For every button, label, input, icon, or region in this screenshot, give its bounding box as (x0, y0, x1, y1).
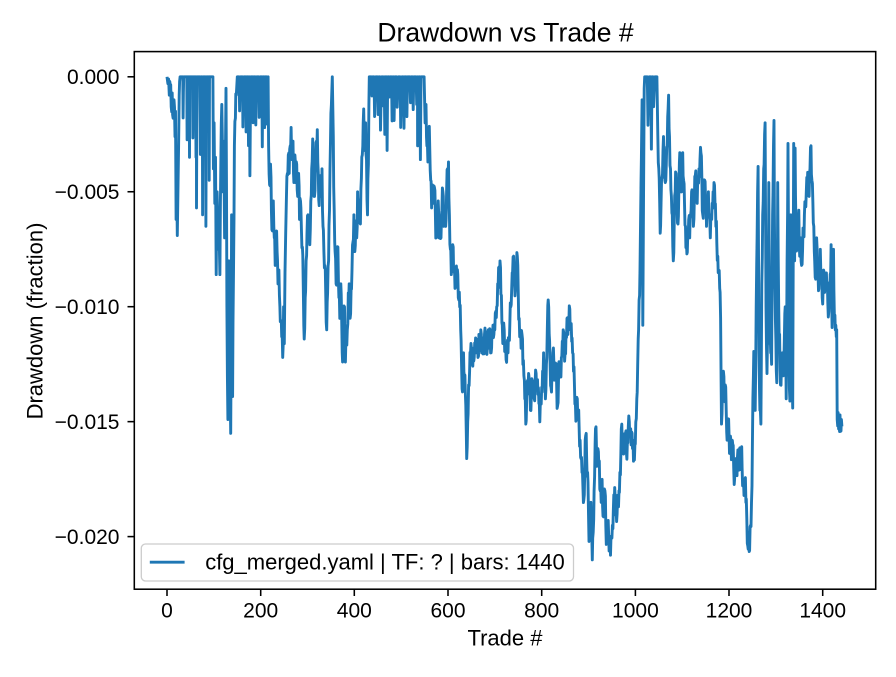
svg-text:400: 400 (337, 600, 372, 623)
svg-text:1200: 1200 (706, 600, 753, 623)
svg-text:1000: 1000 (612, 600, 659, 623)
svg-text:800: 800 (524, 600, 559, 623)
svg-text:−0.020: −0.020 (55, 526, 120, 549)
svg-text:cfg_merged.yaml | TF: ? | bars: cfg_merged.yaml | TF: ? | bars: 1440 (205, 550, 565, 575)
svg-text:−0.010: −0.010 (55, 296, 120, 319)
svg-text:−0.015: −0.015 (55, 411, 120, 434)
svg-text:Trade #: Trade # (467, 625, 543, 650)
svg-text:Drawdown vs Trade #: Drawdown vs Trade # (377, 18, 634, 48)
svg-text:1400: 1400 (799, 600, 846, 623)
svg-text:Drawdown (fraction): Drawdown (fraction) (22, 223, 47, 420)
svg-text:200: 200 (243, 600, 278, 623)
svg-text:600: 600 (430, 600, 465, 623)
svg-text:−0.005: −0.005 (55, 181, 120, 204)
svg-text:0.000: 0.000 (67, 66, 120, 89)
svg-text:0: 0 (161, 600, 173, 623)
